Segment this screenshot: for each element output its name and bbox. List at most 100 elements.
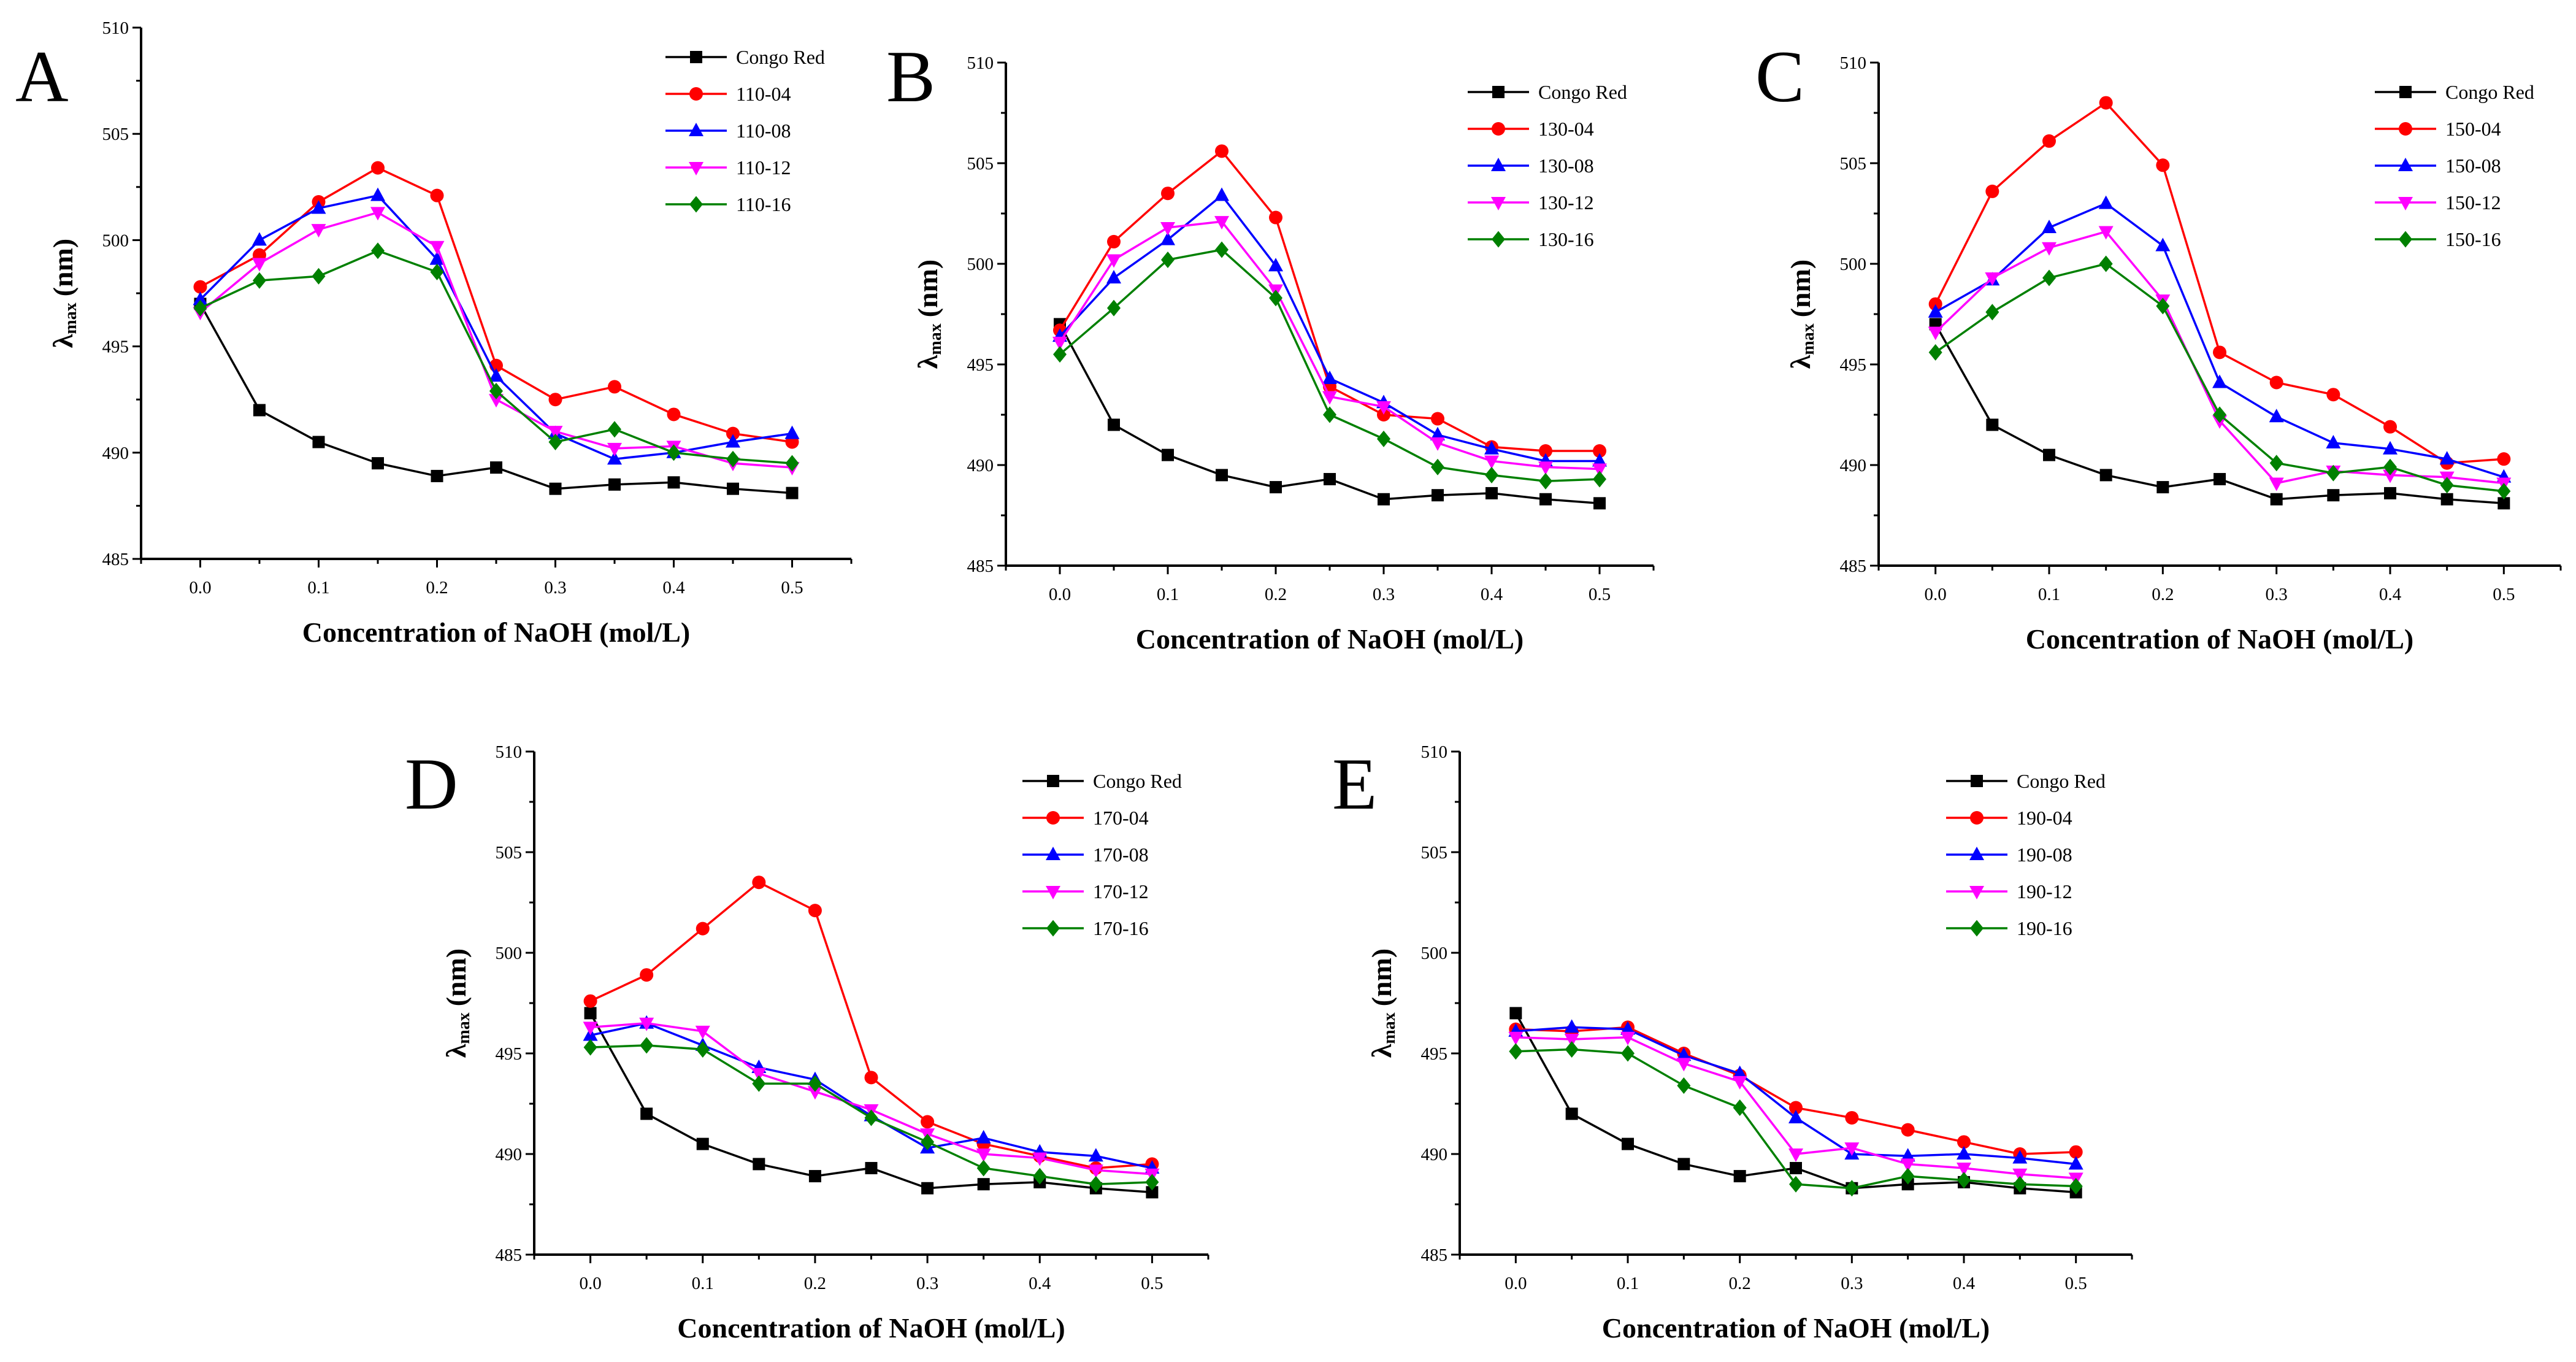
series-170-08 bbox=[583, 1015, 1160, 1174]
data-point bbox=[1215, 144, 1229, 158]
y-tick-label: 510 bbox=[1421, 742, 1448, 762]
x-tick-label: 0.0 bbox=[579, 1274, 601, 1293]
data-point bbox=[2013, 1175, 2027, 1193]
x-tick-label: 0.0 bbox=[1925, 585, 1947, 604]
x-tick-label: 0.1 bbox=[1157, 585, 1179, 604]
legend-label: 170-04 bbox=[1093, 807, 1149, 829]
y-axis-title-symbol: λ bbox=[47, 334, 79, 348]
data-point bbox=[2439, 451, 2455, 465]
data-point bbox=[1089, 1175, 1103, 1193]
data-point bbox=[1593, 444, 1606, 458]
data-point bbox=[253, 404, 266, 417]
data-point bbox=[1032, 1152, 1048, 1166]
data-point bbox=[548, 393, 562, 407]
data-point bbox=[1957, 1135, 1971, 1149]
data-point bbox=[1620, 1021, 1635, 1035]
data-point bbox=[1431, 458, 1444, 475]
y-tick-label: 505 bbox=[967, 154, 994, 174]
data-point bbox=[1789, 1101, 1803, 1115]
data-point bbox=[976, 1148, 991, 1162]
legend-label: 150-04 bbox=[2445, 118, 2501, 140]
series-130-08 bbox=[1052, 187, 1607, 467]
data-point bbox=[2327, 489, 2340, 502]
x-tick-label: 0.4 bbox=[2379, 585, 2402, 604]
y-axis-title-subscript: max bbox=[454, 1012, 473, 1044]
legend-marker bbox=[2399, 231, 2412, 248]
data-point bbox=[548, 433, 562, 450]
y-axis-title-subscript: max bbox=[1799, 323, 1818, 355]
data-point bbox=[1214, 187, 1229, 201]
data-point bbox=[1432, 489, 1444, 502]
data-point bbox=[1986, 418, 1999, 431]
chart-panel-a: A 485 490 495 500 505 510 0.0 0.1 0.2 0.3 0.4 0.5 Con… bbox=[15, 18, 853, 648]
y-tick-label: 495 bbox=[496, 1044, 523, 1064]
data-point bbox=[1322, 391, 1337, 405]
data-point bbox=[2383, 441, 2398, 455]
data-point bbox=[1377, 430, 1390, 447]
x-tick-label: 0.1 bbox=[307, 578, 329, 598]
data-point bbox=[2042, 269, 2056, 287]
x-tick-label: 0.5 bbox=[1141, 1274, 1163, 1293]
series-190-08 bbox=[1508, 1019, 2083, 1170]
legend-marker bbox=[1047, 775, 1059, 787]
data-point bbox=[2069, 1177, 2083, 1195]
data-point bbox=[312, 436, 325, 448]
y-axis-title-unit: (nm) bbox=[912, 260, 943, 318]
data-point bbox=[1928, 326, 1943, 340]
legend-marker bbox=[689, 162, 703, 175]
panel-label: C bbox=[1755, 36, 1804, 117]
data-point bbox=[1539, 493, 1552, 506]
data-point bbox=[2213, 345, 2226, 360]
chart-panel-b: B 485 490 495 500 505 510 0.0 0.1 0.2 0.3 0.4 0.5 Con… bbox=[886, 36, 1655, 655]
y-axis-title: λmax (nm) bbox=[47, 239, 80, 348]
data-point bbox=[2098, 195, 2114, 209]
series-congo-red bbox=[1929, 318, 2510, 510]
data-point bbox=[1788, 1148, 1803, 1162]
panel-label: A bbox=[15, 36, 69, 117]
data-point bbox=[2099, 255, 2113, 272]
legend-marker bbox=[1492, 231, 1505, 248]
legend-label: 130-08 bbox=[1538, 155, 1594, 177]
data-point bbox=[1928, 304, 1943, 318]
x-tick-label: 0.1 bbox=[692, 1274, 714, 1293]
data-point bbox=[1508, 1031, 1524, 1045]
y-axis-title-symbol: λ bbox=[440, 1044, 472, 1058]
data-point bbox=[1539, 444, 1552, 458]
data-point bbox=[193, 299, 207, 317]
data-point bbox=[2326, 388, 2340, 402]
data-point bbox=[1108, 418, 1120, 431]
data-point bbox=[1733, 1099, 1747, 1117]
x-tick-label: 0.4 bbox=[1481, 585, 1503, 604]
data-point bbox=[2269, 455, 2283, 472]
data-point bbox=[753, 1158, 765, 1171]
series-line bbox=[199, 211, 792, 469]
x-tick-label: 0.4 bbox=[662, 578, 685, 598]
x-axis-title: Concentration of NaOH (mol/L) bbox=[677, 1312, 1065, 1344]
series-130-04 bbox=[1053, 144, 1606, 458]
data-point bbox=[921, 1182, 934, 1195]
y-axis-title: λmax (nm) bbox=[1785, 260, 1818, 369]
data-point bbox=[1901, 1123, 1915, 1137]
data-point bbox=[1539, 472, 1552, 490]
y-tick-label: 505 bbox=[1421, 843, 1448, 863]
data-point bbox=[1146, 1186, 1159, 1199]
legend-marker bbox=[1971, 775, 1983, 787]
data-point bbox=[1430, 437, 1445, 451]
data-point bbox=[2012, 1168, 2028, 1182]
data-point bbox=[785, 455, 799, 472]
legend-marker bbox=[690, 51, 702, 63]
x-tick-label: 0.0 bbox=[189, 578, 211, 598]
data-point bbox=[1214, 216, 1229, 230]
data-point bbox=[430, 188, 444, 202]
data-point bbox=[807, 1086, 822, 1100]
data-point bbox=[1323, 406, 1336, 423]
data-point bbox=[372, 457, 384, 470]
series-130-12 bbox=[1052, 216, 1607, 477]
data-point bbox=[252, 258, 267, 272]
data-point bbox=[1485, 487, 1498, 499]
data-point bbox=[1088, 1164, 1103, 1179]
data-point bbox=[1162, 448, 1174, 461]
data-point bbox=[2043, 448, 2055, 461]
data-point bbox=[808, 1170, 821, 1183]
legend-marker bbox=[1491, 197, 1506, 210]
